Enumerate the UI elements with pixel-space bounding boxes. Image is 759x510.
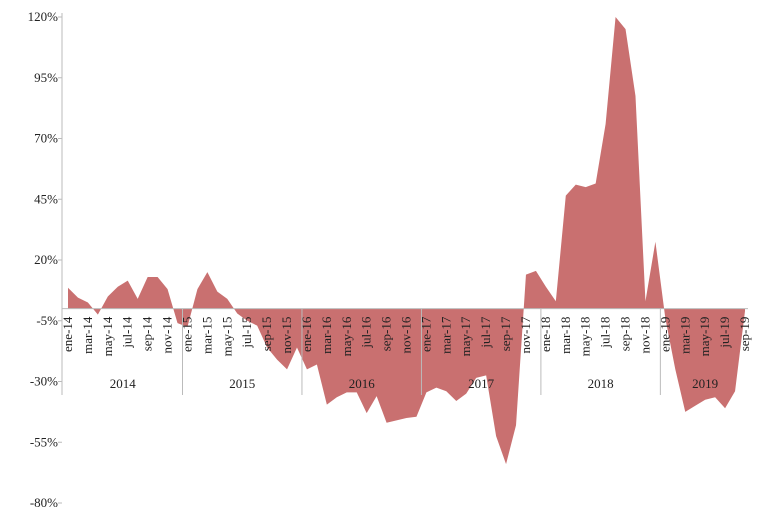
year-label: 2018 xyxy=(588,376,614,391)
x-tick-label: sep-15 xyxy=(259,317,274,352)
x-tick-label: jul-16 xyxy=(359,316,374,349)
x-tick-label: jul-14 xyxy=(120,316,135,349)
x-tick-label: mar-19 xyxy=(677,317,692,354)
x-tick-label: nov-14 xyxy=(160,316,175,353)
x-tick-label: sep-17 xyxy=(498,316,513,351)
x-tick-label: mar-18 xyxy=(558,317,573,354)
x-tick-label: nov-17 xyxy=(518,316,533,353)
y-tick-label: 120% xyxy=(28,9,59,24)
x-tick-label: sep-16 xyxy=(379,316,394,351)
x-tick-label: ene-16 xyxy=(299,316,314,352)
x-tick-label: nov-15 xyxy=(279,317,294,354)
y-tick-label: 95% xyxy=(34,70,58,85)
x-tick-label: may-14 xyxy=(100,316,115,356)
y-tick-label: 20% xyxy=(34,252,58,267)
year-label: 2016 xyxy=(349,376,376,391)
year-label: 2014 xyxy=(110,376,137,391)
x-tick-label: ene-14 xyxy=(60,316,75,352)
y-tick-label: 70% xyxy=(34,131,58,146)
x-tick-label: may-15 xyxy=(219,317,234,357)
x-tick-label: ene-15 xyxy=(179,317,194,352)
x-tick-label: may-16 xyxy=(339,316,354,356)
x-tick-label: may-17 xyxy=(458,316,473,356)
x-tick-label: jul-17 xyxy=(478,316,493,349)
x-tick-label: ene-19 xyxy=(657,317,672,352)
x-tick-label: nov-16 xyxy=(399,316,414,353)
area xyxy=(68,17,745,465)
x-tick-label: sep-18 xyxy=(618,317,633,352)
y-tick-label: -5% xyxy=(36,313,58,328)
x-tick-label: jul-18 xyxy=(598,317,613,349)
x-tick-label: ene-18 xyxy=(538,317,553,352)
year-label: 2019 xyxy=(692,376,718,391)
x-tick-label: mar-15 xyxy=(199,317,214,354)
y-tick-label: -30% xyxy=(30,374,58,389)
year-label: 2017 xyxy=(468,376,495,391)
x-tick-label: ene-17 xyxy=(418,316,433,352)
x-tick-label: mar-16 xyxy=(319,316,334,354)
x-tick-label: sep-19 xyxy=(737,317,752,352)
x-tick-label: jul-19 xyxy=(717,317,732,349)
year-label: 2015 xyxy=(229,376,255,391)
x-tick-label: sep-14 xyxy=(140,316,155,351)
x-tick-label: jul-15 xyxy=(239,317,254,349)
y-tick-label: 45% xyxy=(34,191,58,206)
x-tick-label: nov-18 xyxy=(637,317,652,354)
x-tick-label: may-19 xyxy=(697,317,712,357)
x-tick-label: mar-14 xyxy=(80,316,95,354)
y-tick-label: -55% xyxy=(30,434,58,449)
x-tick-label: may-18 xyxy=(578,317,593,357)
x-tick-label: mar-17 xyxy=(438,316,453,354)
y-tick-label: -80% xyxy=(30,495,58,510)
